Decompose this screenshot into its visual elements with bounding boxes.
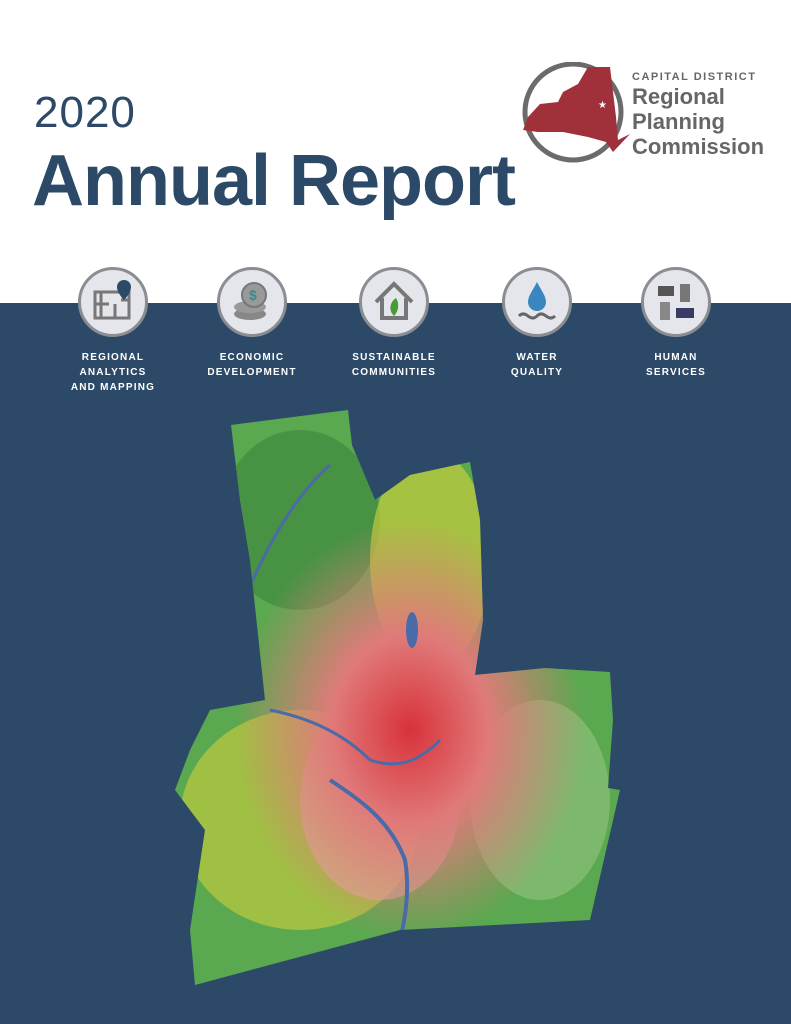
ny-state-logo-icon: ★	[522, 62, 630, 163]
label-line: ANALYTICS	[79, 367, 147, 378]
label-line: QUALITY	[510, 367, 564, 378]
category-sustainable-communities[interactable]: SUSTAINABLE COMMUNITIES	[329, 350, 459, 380]
label-line: DEVELOPMENT	[207, 367, 297, 378]
report-year: 2020	[34, 88, 136, 137]
logo-text: CAPITAL DISTRICT Regional Planning Commi…	[632, 72, 764, 158]
label-line: ECONOMIC	[219, 352, 285, 363]
map-pin-icon	[78, 267, 148, 337]
label-line: SERVICES	[646, 367, 706, 378]
coins-dollar-icon: $	[217, 267, 287, 337]
category-economic-development[interactable]: ECONOMIC DEVELOPMENT	[187, 350, 317, 380]
label-line: AND MAPPING	[70, 382, 156, 393]
report-title: Annual Report	[32, 141, 516, 221]
house-leaf-icon	[359, 267, 429, 337]
logo-line-3: Planning	[632, 109, 725, 134]
water-drop-icon	[502, 267, 572, 337]
hands-icon	[641, 267, 711, 337]
category-water-quality[interactable]: WATER QUALITY	[472, 350, 602, 380]
label-line: REGIONAL	[81, 352, 145, 363]
logo-line-1: CAPITAL DISTRICT	[632, 71, 757, 83]
category-regional-analytics[interactable]: REGIONAL ANALYTICS AND MAPPING	[48, 350, 178, 395]
svg-text:$: $	[249, 287, 257, 303]
label-line: SUSTAINABLE	[352, 352, 436, 363]
svg-text:★: ★	[598, 100, 607, 111]
label-line: HUMAN	[654, 352, 698, 363]
label-line: WATER	[516, 352, 558, 363]
label-line: COMMUNITIES	[351, 367, 437, 378]
category-human-services[interactable]: HUMAN SERVICES	[611, 350, 741, 380]
logo-line-4: Commission	[632, 134, 765, 159]
logo-line-2: Regional	[632, 84, 725, 109]
